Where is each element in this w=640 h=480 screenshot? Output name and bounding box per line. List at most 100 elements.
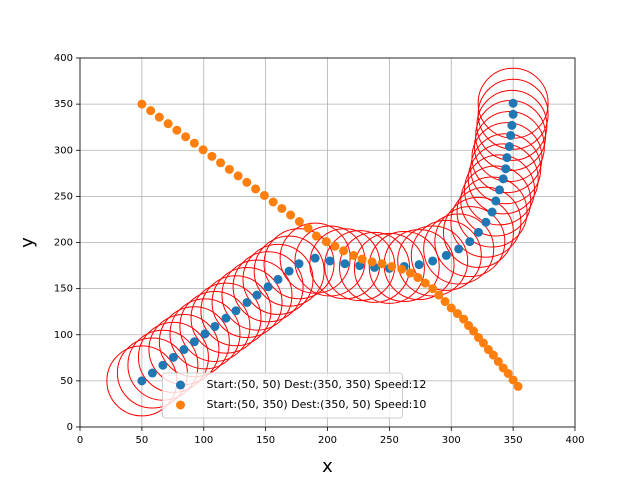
point (286, 210, 296, 220)
point (498, 174, 508, 184)
point (504, 142, 514, 152)
point (503, 368, 513, 378)
y-tick-label: 200 (54, 238, 73, 249)
point (216, 158, 226, 168)
x-tick-label: 50 (136, 435, 149, 446)
range-ring (470, 133, 542, 205)
point (172, 125, 182, 135)
x-axis-label: x (322, 456, 333, 477)
x-tick-label: 350 (504, 435, 523, 446)
point (147, 368, 157, 378)
x-tick-label: 300 (442, 435, 461, 446)
point (310, 253, 320, 263)
y-tick-label: 250 (54, 191, 73, 202)
range-ring (339, 231, 411, 303)
point (163, 119, 173, 129)
point (198, 145, 208, 155)
point (273, 274, 283, 284)
point (507, 120, 517, 130)
range-ring (190, 282, 262, 354)
range-ring (442, 196, 514, 268)
legend-box (162, 372, 403, 419)
point (420, 278, 430, 288)
range-ring (467, 143, 539, 215)
point (357, 254, 367, 264)
point (251, 184, 261, 194)
point (414, 260, 424, 270)
range-ring (434, 206, 506, 278)
point (481, 217, 491, 227)
x-tick-label: 150 (256, 435, 275, 446)
point (501, 164, 511, 174)
y-tick-label: 50 (60, 376, 73, 387)
point (340, 259, 350, 269)
point (495, 185, 505, 195)
point (377, 259, 387, 269)
point (210, 321, 220, 331)
point (491, 196, 501, 206)
point (478, 338, 488, 348)
point (452, 309, 462, 319)
range-ring (477, 78, 549, 150)
x-tick-label: 100 (194, 435, 213, 446)
point (428, 284, 438, 294)
point (367, 257, 377, 267)
point (405, 268, 415, 278)
point (146, 106, 156, 116)
point (158, 360, 168, 370)
range-ring (253, 235, 325, 307)
range-ring (464, 154, 536, 226)
range-ring (169, 298, 241, 370)
point (506, 130, 516, 140)
point (508, 109, 518, 119)
point (446, 303, 456, 313)
point (508, 98, 518, 108)
point (221, 313, 231, 323)
point (268, 197, 278, 207)
legend-label: Start:(50, 50) Dest:(350, 350) Speed:12 (207, 378, 427, 391)
point (487, 207, 497, 217)
point (454, 244, 464, 254)
point (179, 345, 189, 355)
legend-label: Start:(50, 350) Dest:(350, 50) Speed:10 (207, 398, 427, 411)
range-ring (471, 122, 543, 194)
point (428, 256, 438, 266)
point (311, 231, 321, 241)
y-axis-label: y (17, 237, 38, 248)
range-ring (179, 290, 251, 362)
point (242, 177, 252, 187)
point (233, 171, 243, 181)
y-tick-label: 100 (54, 330, 73, 341)
point (513, 381, 523, 391)
range-ring (263, 228, 335, 300)
range-ring (211, 266, 283, 338)
point (200, 329, 210, 339)
point (189, 138, 199, 148)
point (330, 241, 340, 251)
point (231, 306, 241, 316)
point (397, 264, 407, 274)
range-ring (423, 213, 495, 285)
legend-marker (176, 380, 185, 390)
range-ring (473, 111, 545, 183)
point (473, 227, 483, 237)
legend: Start:(50, 50) Dest:(350, 350) Speed:12 S… (162, 372, 427, 419)
point (434, 290, 444, 300)
point (168, 352, 178, 362)
y-tick-label: 400 (54, 53, 73, 64)
point (440, 297, 450, 307)
y-tick-label: 150 (54, 284, 73, 295)
range-ring (200, 275, 272, 347)
point (508, 375, 518, 385)
point (137, 376, 147, 386)
point (465, 237, 475, 247)
range-ring (232, 251, 304, 323)
legend-marker (176, 400, 185, 410)
x-tick-label: 0 (77, 435, 83, 446)
point (242, 297, 252, 307)
y-tick-label: 300 (54, 145, 73, 156)
point (259, 190, 269, 200)
range-ring (476, 89, 548, 161)
point (488, 350, 498, 360)
